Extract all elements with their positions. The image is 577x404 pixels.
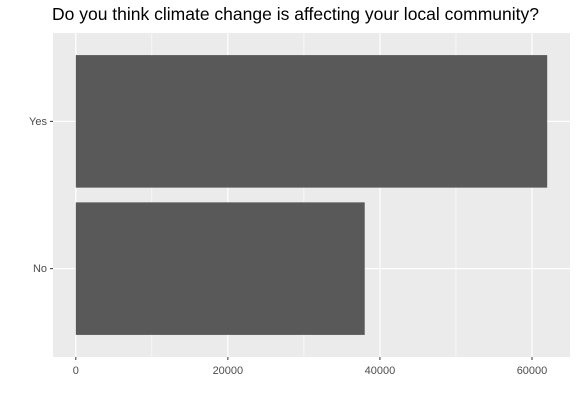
bar-no [75, 202, 365, 335]
y-tick-label: No [33, 263, 47, 275]
x-tick-label: 0 [73, 365, 79, 377]
x-tick-label: 40000 [365, 365, 396, 377]
axes: Yes No 0 20000 40000 60000 [29, 116, 547, 377]
x-tick-label: 20000 [213, 365, 244, 377]
chart-title: Do you think climate change is affecting… [52, 4, 540, 24]
bars [75, 55, 548, 335]
x-tick-label: 60000 [517, 365, 548, 377]
y-tick-label: Yes [29, 116, 47, 128]
bar-yes [75, 55, 548, 188]
